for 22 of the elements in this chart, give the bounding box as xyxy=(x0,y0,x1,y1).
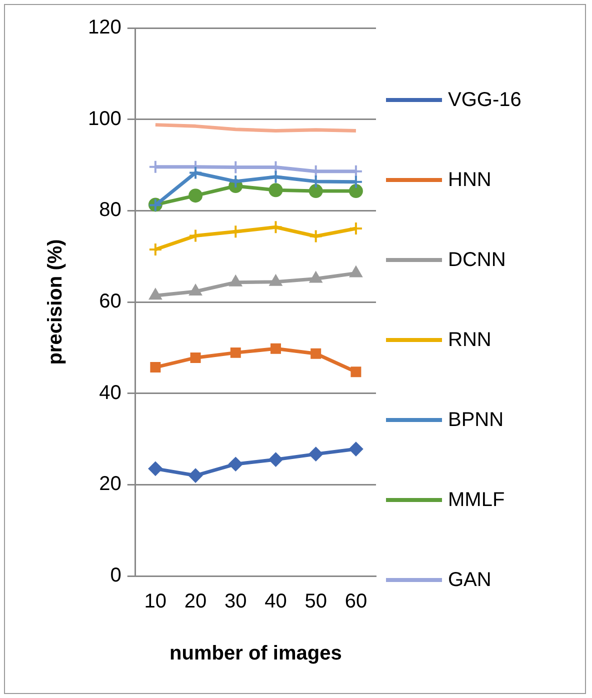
legend-label: RNN xyxy=(448,328,492,352)
legend-label: HNN xyxy=(448,168,492,192)
legend-label: MMLF xyxy=(448,488,505,512)
x-tick-label: 50 xyxy=(304,590,327,613)
y-tick-label: 0 xyxy=(110,564,122,587)
y-tick-label: 120 xyxy=(88,16,122,39)
x-tick-label: 30 xyxy=(224,590,247,613)
x-tick-label: 40 xyxy=(264,590,287,613)
x-axis-title: number of images xyxy=(170,642,342,665)
x-tick-label: 10 xyxy=(144,590,167,613)
legend-label: GAN xyxy=(448,568,492,592)
x-tick-label: 60 xyxy=(344,590,368,613)
y-tick-label: 20 xyxy=(99,473,122,496)
y-axis-title: precision (%) xyxy=(44,239,67,365)
x-tick-label: 20 xyxy=(184,590,207,613)
y-tick-label: 60 xyxy=(99,290,122,313)
y-tick-label: 80 xyxy=(99,199,122,222)
y-tick-label: 100 xyxy=(88,108,122,130)
y-tick-label: 40 xyxy=(99,382,122,404)
legend-label: DCNN xyxy=(448,248,506,272)
legend-label: BPNN xyxy=(448,408,504,432)
legend-label: VGG-16 xyxy=(448,88,522,112)
